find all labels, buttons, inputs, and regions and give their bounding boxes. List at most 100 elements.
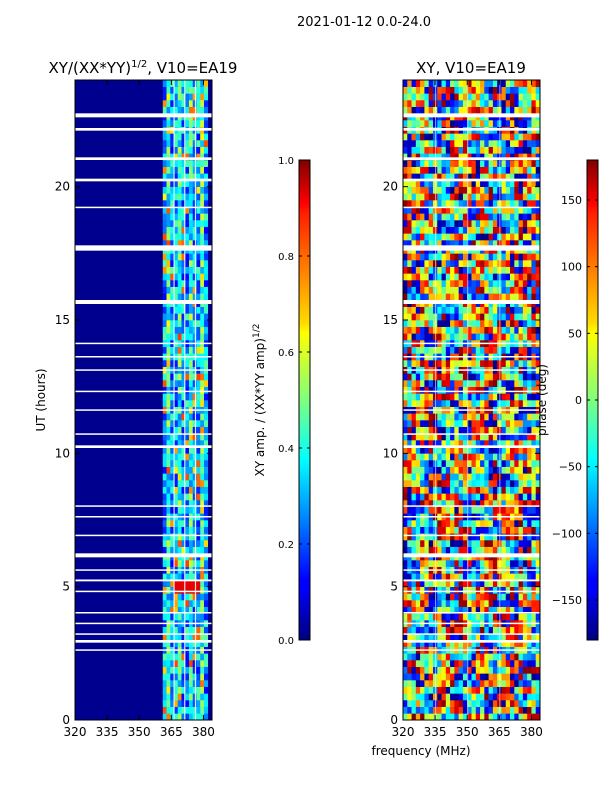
amplitude-cell <box>166 540 171 547</box>
phase-cell <box>458 586 464 594</box>
amplitude-cell <box>177 640 182 647</box>
phase-cell <box>518 386 524 394</box>
phase-cell <box>458 713 464 720</box>
phase-cell <box>518 666 524 674</box>
amplitude-cell <box>192 280 197 287</box>
phase-cell <box>424 446 429 454</box>
phase-cell <box>471 580 477 587</box>
phase-cell <box>467 86 472 94</box>
amplitude-cell <box>188 413 194 421</box>
phase-cell <box>501 313 507 321</box>
phase-cell <box>527 400 532 407</box>
phase-cell <box>505 373 511 381</box>
phase-cell <box>458 420 464 427</box>
phase-cell <box>403 306 408 314</box>
phase-cell <box>424 286 429 294</box>
phase-cell <box>492 420 498 427</box>
phase-cell <box>514 613 519 621</box>
phase-cell <box>441 393 447 401</box>
phase-cell <box>492 680 498 687</box>
amplitude-cell <box>174 586 179 594</box>
phase-cell <box>428 660 434 667</box>
phase-cell <box>492 260 498 267</box>
amplitude-cell <box>196 106 201 114</box>
amplitude-cell <box>162 520 167 527</box>
phase-cell <box>501 146 507 154</box>
phase-cell <box>428 273 434 281</box>
amplitude-cell <box>200 586 205 594</box>
phase-cell <box>462 320 468 327</box>
phase-cell <box>424 693 429 701</box>
phase-cell <box>475 160 481 167</box>
amplitude-cell <box>196 326 201 334</box>
amplitude-cell <box>166 426 171 434</box>
phase-cell <box>488 593 494 601</box>
phase-cell <box>492 613 498 621</box>
phase-cell <box>535 240 540 247</box>
phase-cell <box>467 273 472 281</box>
phase-cell <box>445 600 451 607</box>
phase-cell <box>428 533 434 541</box>
phase-cell <box>471 640 477 647</box>
phase-cell <box>403 346 408 354</box>
phase-cell <box>535 580 540 587</box>
amplitude-cell <box>185 253 190 261</box>
phase-cell <box>514 200 519 207</box>
phase-cell <box>428 700 434 707</box>
phase-cell <box>518 520 524 527</box>
amplitude-cell <box>174 653 179 661</box>
amplitude-cell <box>170 633 175 641</box>
amplitude-cell <box>162 226 167 234</box>
phase-cell <box>501 206 507 214</box>
amplitude-cell <box>166 140 171 147</box>
phase-cell <box>458 606 464 614</box>
phase-cell <box>454 440 459 447</box>
phase-cell <box>403 486 408 494</box>
phase-cell <box>531 480 537 487</box>
phase-cell <box>415 313 421 321</box>
amplitude-cell <box>200 633 205 641</box>
amplitude-cell <box>200 273 205 281</box>
phase-cell <box>403 253 408 261</box>
phase-cell <box>514 333 519 341</box>
phase-cell <box>403 386 408 394</box>
amplitude-cell <box>170 80 175 87</box>
phase-cell <box>527 320 532 327</box>
phase-cell <box>450 160 455 167</box>
phase-cell <box>514 706 519 714</box>
amplitude-cell <box>170 320 175 327</box>
phase-cell <box>492 346 498 354</box>
phase-cell <box>492 453 498 461</box>
phase-cell <box>471 460 477 467</box>
amplitude-cell <box>185 540 190 547</box>
phase-cell <box>403 433 408 441</box>
phase-cell <box>458 146 464 154</box>
amplitude-flagged-row <box>75 534 212 537</box>
amplitude-cell <box>181 633 186 641</box>
amplitude-cell <box>200 573 205 581</box>
amplitude-cell <box>192 373 197 381</box>
phase-cell <box>445 640 451 647</box>
amplitude-cell <box>196 466 201 474</box>
phase-cell <box>411 433 417 441</box>
phase-cell <box>527 380 532 387</box>
phase-cell <box>510 586 515 594</box>
phase-cell <box>445 393 451 401</box>
phase-cell <box>441 606 447 614</box>
amplitude-cell <box>174 593 179 601</box>
amplitude-flagged-row <box>75 633 212 635</box>
phase-cell <box>403 680 408 687</box>
phase-cell <box>450 140 455 147</box>
phase-cell <box>424 546 429 554</box>
phase-cell <box>407 706 412 714</box>
amplitude-cell <box>162 526 167 534</box>
phase-cell <box>445 160 451 167</box>
phase-cell <box>535 333 540 341</box>
phase-cell <box>527 613 532 621</box>
phase-cell <box>467 440 472 447</box>
amplitude-cell <box>203 260 209 267</box>
phase-cell <box>484 706 489 714</box>
amplitude-cell <box>162 206 167 214</box>
phase-cell <box>437 580 442 587</box>
phase-cell <box>407 306 412 314</box>
